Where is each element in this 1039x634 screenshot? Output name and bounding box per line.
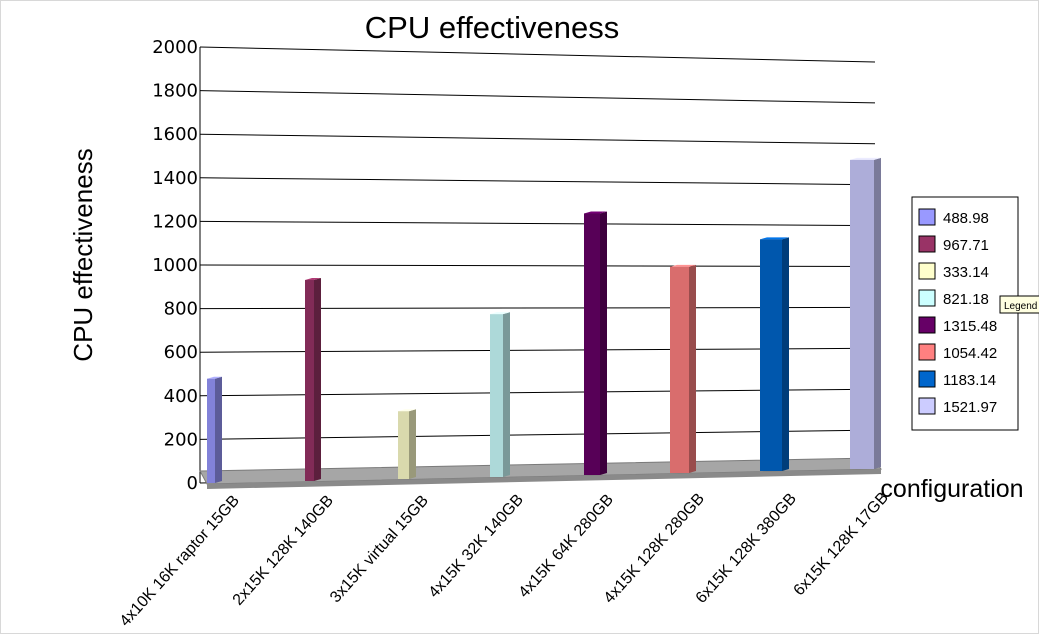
- bar-side: [314, 278, 321, 481]
- legend-item: 967.71: [918, 235, 989, 254]
- bar-group: [490, 312, 510, 477]
- bar-top: [670, 264, 696, 267]
- y-tick-label: 1600: [152, 124, 198, 145]
- bar-side: [409, 409, 416, 479]
- bar: [207, 378, 215, 483]
- y-tick-label: 1400: [152, 168, 198, 189]
- gridline: [199, 46, 876, 63]
- legend-item: 1183.14: [918, 370, 996, 389]
- bar-group: [584, 211, 607, 475]
- legend-swatch: [918, 370, 936, 388]
- x-tick-label: 6x15K 128K 380GB: [693, 490, 800, 606]
- chart-floor: [199, 457, 882, 489]
- legend-item: 821.18: [918, 289, 989, 308]
- legend-item: 1315.48: [918, 316, 997, 335]
- bar-side: [600, 211, 607, 475]
- y-tick-label: 800: [164, 299, 198, 320]
- legend-label: 821.18: [943, 291, 989, 308]
- y-axis-label: CPU effectiveness: [68, 148, 98, 361]
- bar-top: [398, 409, 416, 412]
- legend-label: 1315.48: [943, 318, 997, 335]
- bar-top: [207, 376, 222, 379]
- x-tick-label: 4x15K 128K 280GB: [601, 490, 708, 606]
- gridline: [199, 90, 876, 104]
- y-tick-label: 600: [164, 342, 198, 363]
- bar-top: [490, 312, 510, 315]
- bar-group: [850, 157, 881, 470]
- bar-top: [850, 157, 881, 160]
- x-tick-label: 3x15K virtual 15GB: [327, 492, 432, 606]
- legend-item: 488.98: [918, 208, 989, 227]
- legend-swatch: [918, 316, 936, 334]
- bar-top: [760, 237, 789, 240]
- x-axis-label: configuration: [880, 475, 1023, 503]
- x-tick-label: 2x15K 128K 140GB: [230, 492, 337, 608]
- bar-group: [398, 409, 416, 479]
- x-tick-label: 4x10K 16K raptor 15GB: [117, 492, 243, 630]
- legend-label: 967.71: [943, 237, 989, 254]
- y-tick-label: 200: [164, 429, 198, 450]
- legend-swatch: [918, 343, 936, 361]
- legend-label: 1054.42: [943, 345, 997, 362]
- bar-top: [305, 278, 321, 281]
- bar-group: [760, 237, 789, 471]
- gridline: [199, 220, 876, 227]
- gridline: [199, 133, 876, 145]
- bar-side: [782, 237, 789, 471]
- legend-tooltip: Legend: [999, 295, 1039, 314]
- bar-side: [503, 312, 510, 477]
- bar-group: [305, 278, 321, 481]
- legend-item: 333.14: [918, 262, 989, 281]
- legend-label: 1521.97: [943, 399, 997, 416]
- legend-label: 1183.14: [943, 372, 996, 389]
- bar: [305, 280, 314, 481]
- x-tick-label: 6x15K 128K 17GB: [791, 489, 892, 599]
- y-tick-label: 2000: [152, 37, 198, 58]
- legend-item: 1521.97: [918, 397, 997, 416]
- y-tick-label: 1200: [152, 211, 198, 232]
- bar-group: [207, 376, 222, 483]
- legend-swatch: [918, 397, 936, 415]
- legend-swatch: [918, 235, 936, 253]
- gridline: [199, 177, 876, 186]
- y-tick-label: 1800: [152, 81, 198, 102]
- x-tick-label: 4x15K 64K 280GB: [516, 491, 617, 601]
- y-tick-label: 400: [164, 386, 198, 407]
- legend-swatch: [918, 289, 936, 307]
- x-tick-label: 4x15K 32K 140GB: [426, 491, 527, 601]
- bar: [850, 159, 874, 470]
- bar: [398, 411, 409, 479]
- tooltip-text: Legend: [1004, 301, 1037, 312]
- bar: [760, 239, 782, 471]
- legend-swatch: [918, 208, 936, 226]
- y-axis-ticks: 0 200 400 600 800 1000 1200 1400 1600 1800 2000: [152, 37, 198, 494]
- bar: [490, 314, 503, 477]
- chart-title: CPU effectiveness: [365, 10, 619, 45]
- bar-side: [874, 157, 881, 470]
- bar: [584, 213, 600, 475]
- legend-item: 1054.42: [918, 343, 997, 362]
- legend-swatch: [918, 262, 936, 280]
- bar-group: [670, 264, 696, 473]
- y-tick-label: 1000: [152, 255, 198, 276]
- bar-side: [689, 264, 696, 473]
- bar: [670, 266, 689, 473]
- bars: [207, 157, 881, 483]
- bar-side: [215, 376, 222, 483]
- floor-front: [207, 469, 881, 489]
- legend-label: 333.14: [943, 264, 989, 281]
- legend-label: 488.98: [943, 210, 989, 227]
- y-tick-label: 0: [187, 473, 198, 494]
- bar-top: [584, 211, 607, 214]
